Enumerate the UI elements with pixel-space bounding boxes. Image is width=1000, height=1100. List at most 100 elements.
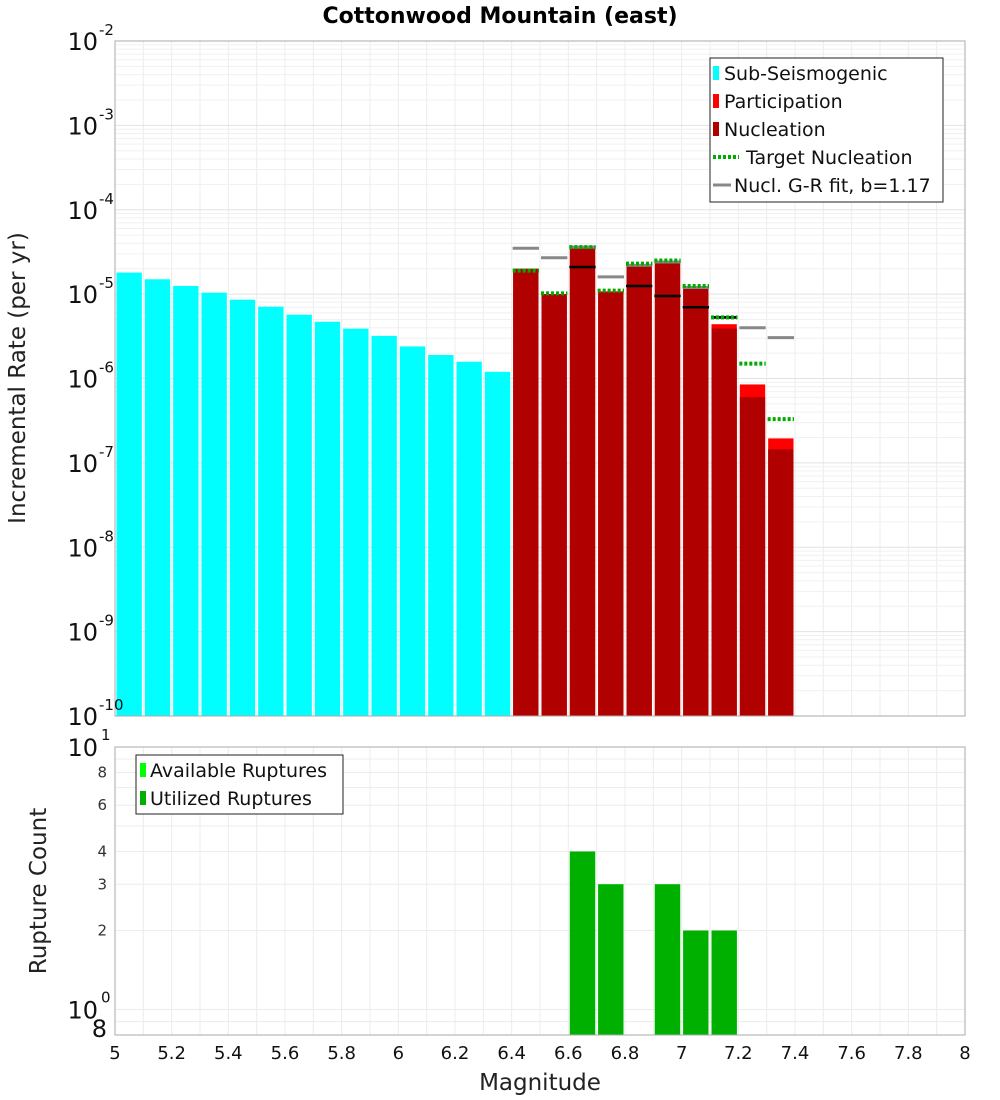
x-tick-label: 5.8 (327, 1043, 356, 1064)
top-bar-sub-seismogenic-11 (428, 354, 454, 716)
y-tick-exponent: -8 (99, 527, 114, 545)
bottom-bar-utilized-ruptures-1 (598, 884, 624, 1035)
y-tick-base: 10 (67, 997, 98, 1025)
y-tick-minor-label: 6 (97, 796, 107, 814)
top-bar-nucleation-4 (626, 265, 652, 716)
y-tick-base: 10 (67, 197, 98, 225)
y-tick-exponent: -10 (99, 696, 124, 714)
x-tick-label: 5.6 (271, 1043, 300, 1064)
y-tick-minor-label: 2 (97, 922, 107, 940)
top-bar-nucleation-7 (711, 328, 737, 716)
y-tick-label: 10 (67, 366, 98, 394)
bottom-bar-utilized-ruptures-2 (654, 884, 681, 1035)
y-tick-exponent: -5 (99, 274, 114, 292)
y-tick-exponent: -2 (99, 21, 114, 39)
legend-swatch-utilized-ruptures (140, 791, 146, 805)
top-y-axis-label: Incremental Rate (per yr) (5, 232, 31, 524)
chart-title: Cottonwood Mountain (east) (322, 4, 677, 29)
legend-swatch-sub-seismogenic (713, 66, 719, 80)
y-tick-base: 10 (67, 534, 98, 562)
y-tick-base: 10 (67, 281, 98, 309)
y-tick-label: 10 (67, 997, 98, 1025)
bottom-legend-box (135, 754, 344, 815)
x-tick-label: 8 (959, 1043, 970, 1064)
bottom-bar-utilized-ruptures-4 (711, 930, 737, 1035)
legend-swatch-participation (713, 94, 719, 108)
legend-swatch-nucleation (713, 122, 719, 136)
top-bar-nucleation-3 (598, 292, 624, 716)
bottom-y-axis-label: Rupture Count (26, 808, 52, 974)
top-bar-sub-seismogenic-3 (201, 292, 227, 716)
legend-label-gr-fit: Nucl. G-R fit, b=1.17 (734, 175, 931, 197)
x-tick-label: 6.4 (497, 1043, 526, 1064)
x-tick-label: 6 (393, 1043, 404, 1064)
y-tick-label: 10 (67, 28, 98, 56)
y-tick-exponent: -6 (99, 359, 114, 377)
x-axis-label: Magnitude (479, 1070, 601, 1096)
top-legend: Sub-Seismogenic Participation Nucleation… (709, 57, 944, 203)
top-legend-box (709, 57, 944, 203)
top-bar-nucleation-5 (654, 262, 681, 716)
y-tick-exponent: -9 (99, 612, 114, 630)
top-bar-sub-seismogenic-1 (144, 279, 171, 716)
top-plot-frame (114, 40, 966, 717)
y-tick-label: 10 (67, 734, 98, 762)
x-tick-label: 6.6 (554, 1043, 583, 1064)
top-bar-sub-seismogenic-4 (229, 299, 256, 716)
y-tick-base: 10 (67, 28, 98, 56)
top-bar-nucleation-6 (683, 289, 709, 716)
top-bar-sub-seismogenic-0 (116, 272, 142, 716)
x-tick-label: 7.8 (894, 1043, 923, 1064)
x-tick-label: 5 (109, 1043, 120, 1064)
bottom-bars (569, 851, 737, 1035)
x-tick-label: 7.2 (724, 1043, 753, 1064)
bottom-plot-frame (114, 746, 966, 1036)
legend-label-nucleation: Nucleation (724, 119, 826, 141)
y-tick-exponent: 0 (101, 989, 111, 1007)
top-bar-sub-seismogenic-2 (173, 285, 199, 716)
y-tick-label: 10 (67, 197, 98, 225)
y-tick-base: 10 (67, 112, 98, 140)
top-bar-sub-seismogenic-5 (258, 306, 284, 716)
top-bar-sub-seismogenic-12 (456, 361, 482, 716)
x-tick-label: 7.6 (837, 1043, 866, 1064)
y-tick-base: 10 (67, 366, 98, 394)
y-tick-label: 10 (67, 281, 98, 309)
top-bar-nucleation-2 (569, 248, 596, 717)
y-tick-minor-label: 8 (92, 1015, 107, 1043)
x-tick-label: 7 (676, 1043, 687, 1064)
top-bar-sub-seismogenic-10 (399, 346, 426, 716)
y-tick-minor-label: 3 (97, 875, 107, 893)
y-tick-label: 10 (67, 703, 98, 731)
legend-swatch-available-ruptures (140, 763, 146, 777)
top-bar-sub-seismogenic-13 (484, 371, 511, 716)
top-bar-nucleation-9 (768, 449, 794, 716)
top-bars (116, 247, 794, 717)
y-tick-minor-label: 4 (97, 842, 107, 860)
legend-label-participation: Participation (724, 91, 843, 113)
x-axis-ticks: 5 5.2 5.4 5.6 5.8 6 6.2 6.4 6.6 6.8 7 7.2 7.4 7.6 7.8 8 (109, 1043, 970, 1064)
legend-label-available-ruptures: Available Ruptures (150, 760, 327, 782)
top-bar-nucleation-1 (541, 294, 567, 716)
top-bar-sub-seismogenic-9 (371, 335, 397, 716)
legend-label-utilized-ruptures: Utilized Ruptures (150, 788, 312, 810)
x-tick-label: 6.8 (611, 1043, 640, 1064)
y-tick-label: 10 (67, 534, 98, 562)
legend-label-target-nucleation: Target Nucleation (745, 147, 913, 169)
y-tick-label: 10 (67, 619, 98, 647)
y-tick-base: 10 (67, 619, 98, 647)
x-tick-label: 7.4 (781, 1043, 810, 1064)
top-bar-nucleation-0 (513, 268, 539, 716)
top-bar-sub-seismogenic-7 (314, 321, 341, 716)
y-tick-minor-label: 8 (97, 763, 107, 781)
y-tick-exponent: -4 (99, 190, 114, 208)
y-tick-base: 10 (67, 450, 98, 478)
y-tick-base: 10 (67, 703, 98, 731)
y-tick-exponent: -3 (99, 105, 114, 123)
bottom-bar-utilized-ruptures-0 (569, 851, 596, 1035)
top-bar-sub-seismogenic-8 (343, 328, 369, 716)
x-tick-label: 5.4 (214, 1043, 243, 1064)
y-tick-base: 10 (67, 734, 98, 762)
